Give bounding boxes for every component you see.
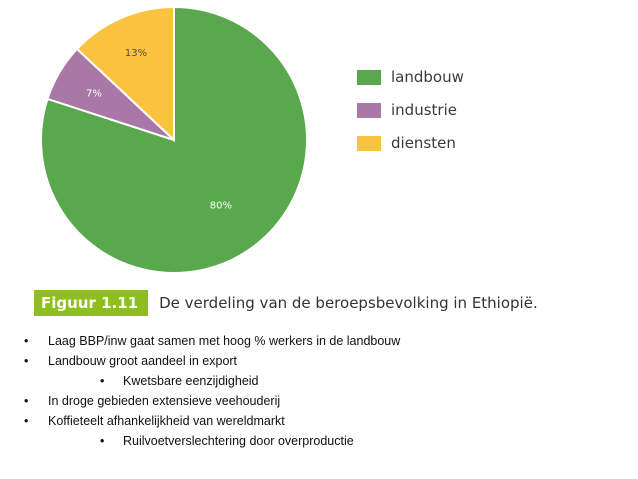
bullet-item: • Kwetsbare eenzijdigheid bbox=[0, 371, 638, 391]
caption-text: De verdeling van de beroepsbevolking in … bbox=[159, 294, 538, 312]
bullet-item: • Koffieteelt afhankelijkheid van wereld… bbox=[0, 411, 638, 431]
bullet-text: Ruilvoetverslechtering door overproducti… bbox=[123, 434, 354, 448]
bullet-dot: • bbox=[100, 434, 105, 448]
bullet-item: • Landbouw groot aandeel in export bbox=[0, 351, 638, 371]
bullet-dot: • bbox=[24, 414, 29, 428]
bullet-dot: • bbox=[24, 394, 29, 408]
bullet-dot: • bbox=[24, 334, 29, 348]
bullet-dot: • bbox=[24, 354, 29, 368]
bullet-item: • In droge gebieden extensieve veehouder… bbox=[0, 391, 638, 411]
legend-item-industrie: industrie bbox=[357, 99, 464, 121]
bullet-item: • Laag BBP/inw gaat samen met hoog % wer… bbox=[0, 331, 638, 351]
legend-label: landbouw bbox=[391, 68, 464, 86]
pie-chart: 80% 7% 13% bbox=[40, 5, 308, 274]
bullet-text: Landbouw groot aandeel in export bbox=[48, 354, 238, 368]
bullet-item: • Ruilvoetverslechtering door overproduc… bbox=[0, 431, 638, 451]
legend-swatch bbox=[357, 135, 381, 151]
figure-caption: Figuur 1.11 De verdeling van de beroepsb… bbox=[34, 290, 538, 316]
legend-swatch bbox=[357, 69, 381, 85]
legend-item-landbouw: landbouw bbox=[357, 66, 464, 88]
bullet-text: Laag BBP/inw gaat samen met hoog % werke… bbox=[48, 334, 401, 348]
bullet-text: Kwetsbare eenzijdigheid bbox=[123, 374, 259, 388]
legend-item-diensten: diensten bbox=[357, 132, 464, 154]
pie-slice-diensten bbox=[75, 5, 175, 143]
slice-value-label: 80% bbox=[210, 201, 232, 212]
bullet-text: In droge gebieden extensieve veehouderij bbox=[48, 394, 281, 408]
figure-label: Figuur 1.11 bbox=[34, 290, 149, 316]
legend-label: industrie bbox=[391, 101, 457, 119]
slice-value-label: 7% bbox=[86, 89, 102, 100]
legend: landbouw industrie diensten bbox=[357, 66, 464, 165]
bullet-dot: • bbox=[100, 374, 105, 388]
bullet-text: Koffieteelt afhankelijkheid van wereldma… bbox=[48, 414, 285, 428]
legend-swatch bbox=[357, 102, 381, 118]
slice-value-label: 13% bbox=[125, 48, 147, 59]
bullet-list: • Laag BBP/inw gaat samen met hoog % wer… bbox=[0, 331, 638, 451]
legend-label: diensten bbox=[391, 134, 456, 152]
